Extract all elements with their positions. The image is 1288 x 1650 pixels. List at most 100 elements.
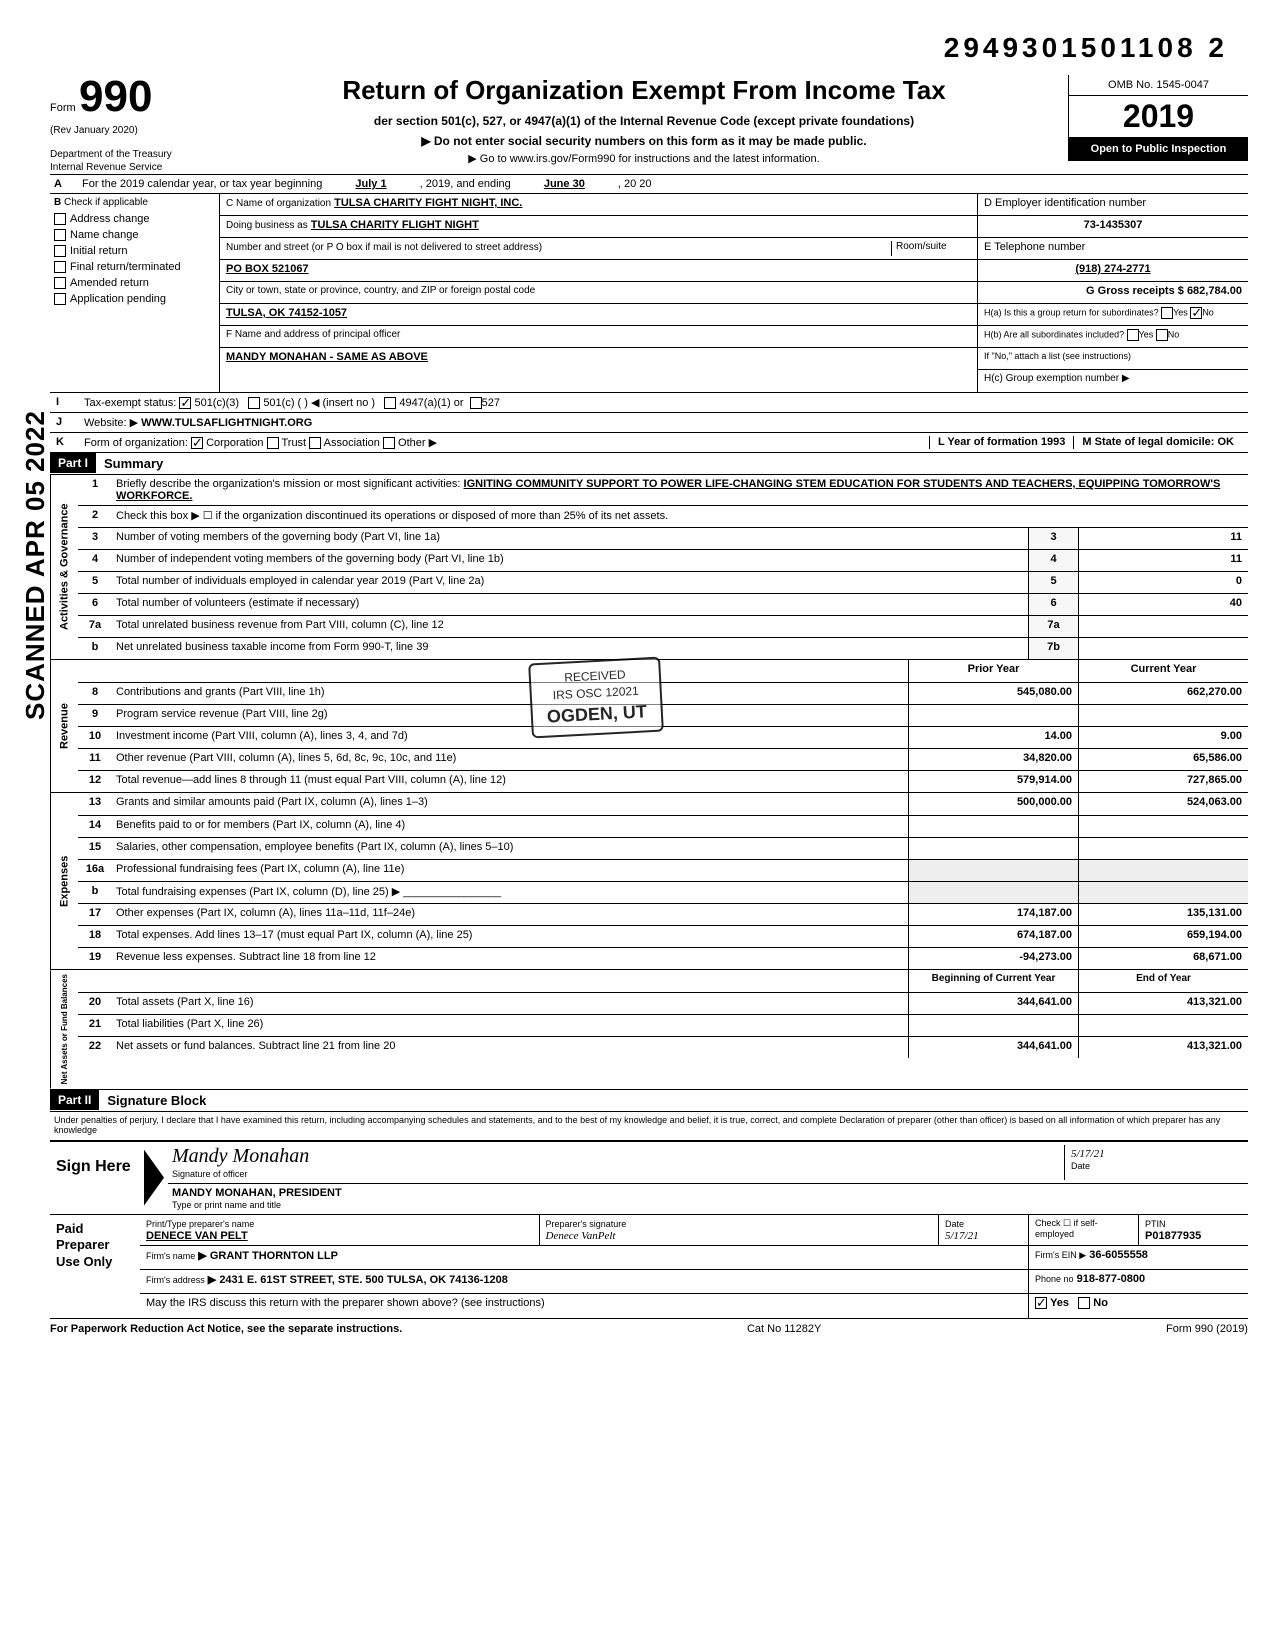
part-i-header: Part I xyxy=(50,453,96,473)
form-label: Form xyxy=(50,102,76,114)
paid-preparer-label: Paid Preparer Use Only xyxy=(50,1215,140,1318)
chk-name-change[interactable] xyxy=(54,229,66,241)
chk-amended[interactable] xyxy=(54,277,66,289)
form-revision: (Rev January 2020) xyxy=(50,125,220,136)
ein-value: 73-1435307 xyxy=(978,216,1248,238)
hc-label: H(c) Group exemption number ▶ xyxy=(984,373,1130,384)
firm-ein: 36-6055558 xyxy=(1089,1249,1148,1261)
hb-no-box[interactable] xyxy=(1156,329,1168,341)
expense-row-b: bTotal fundraising expenses (Part IX, co… xyxy=(78,881,1248,903)
open-public-label: Open to Public Inspection xyxy=(1068,137,1248,161)
ha-no-box[interactable] xyxy=(1190,307,1202,319)
prep-date: 5/17/21 xyxy=(945,1230,979,1242)
lbl-4947: 4947(a)(1) or xyxy=(399,397,463,409)
hb-yes-box[interactable] xyxy=(1127,329,1139,341)
netassets-row-20: 20Total assets (Part X, line 16)344,641.… xyxy=(78,992,1248,1014)
lbl-corp: Corporation xyxy=(206,437,263,449)
ein-label: D Employer identification number xyxy=(984,197,1146,209)
footer-cat: Cat No 11282Y xyxy=(747,1323,821,1335)
chk-initial-return[interactable] xyxy=(54,245,66,257)
addr-label: Number and street (or P O box if mail is… xyxy=(226,242,542,253)
chk-other[interactable] xyxy=(383,437,395,449)
side-governance: Activities & Governance xyxy=(50,475,78,659)
lbl-initial-return: Initial return xyxy=(70,245,127,257)
hb-label: H(b) Are all subordinates included? xyxy=(984,329,1124,339)
form-number: 990 xyxy=(79,72,152,121)
lbl-app-pending: Application pending xyxy=(70,293,166,305)
expense-row-18: 18Total expenses. Add lines 13–17 (must … xyxy=(78,925,1248,947)
line1-label: Briefly describe the organization's miss… xyxy=(116,478,460,490)
sign-here-label: Sign Here xyxy=(50,1142,140,1214)
summary-row-6: 6Total number of volunteers (estimate if… xyxy=(78,593,1248,615)
prep-sig-label: Preparer's signature xyxy=(546,1219,627,1229)
ha-yes-box[interactable] xyxy=(1161,307,1173,319)
chk-trust[interactable] xyxy=(267,437,279,449)
box-b-header: Check if applicable xyxy=(64,197,148,208)
chk-501c[interactable] xyxy=(248,397,260,409)
netassets-row-22: 22Net assets or fund balances. Subtract … xyxy=(78,1036,1248,1058)
discuss-yes-box[interactable] xyxy=(1035,1297,1047,1309)
chk-527[interactable] xyxy=(470,397,482,409)
side-revenue: Revenue xyxy=(50,660,78,792)
omb-number: OMB No. 1545-0047 xyxy=(1068,75,1248,96)
dept-label: Department of the Treasury Internal Reve… xyxy=(50,148,220,174)
street-address: PO BOX 521067 xyxy=(220,260,977,282)
state-label: M State of legal domicile: xyxy=(1082,436,1214,448)
lbl-assoc: Association xyxy=(324,437,380,449)
chk-501c3[interactable] xyxy=(179,397,191,409)
ha-yes-lbl: Yes xyxy=(1173,307,1188,317)
officer-signature: Mandy Monahan xyxy=(172,1145,309,1167)
insert-no: ) ◀ (insert no ) xyxy=(304,397,375,409)
form-org-label: Form of organization: xyxy=(84,437,188,449)
chk-corp[interactable] xyxy=(191,437,203,449)
firm-addr-label: Firm's address xyxy=(146,1275,205,1285)
ha-no-lbl: No xyxy=(1202,307,1214,317)
prep-date-label: Date xyxy=(945,1219,964,1229)
dba-label: Doing business as xyxy=(226,220,308,231)
form-note-1: ▶ Do not enter social security numbers o… xyxy=(220,134,1068,148)
discuss-no-box[interactable] xyxy=(1078,1297,1090,1309)
received-line3: OGDEN, UT xyxy=(546,699,647,729)
lbl-527: 527 xyxy=(482,397,500,409)
chk-address-change[interactable] xyxy=(54,213,66,225)
name-label: C Name of organization xyxy=(226,198,331,209)
chk-final-return[interactable] xyxy=(54,261,66,273)
chk-app-pending[interactable] xyxy=(54,293,66,305)
footer-left: For Paperwork Reduction Act Notice, see … xyxy=(50,1323,402,1335)
phone-label: E Telephone number xyxy=(984,241,1085,253)
chk-4947[interactable] xyxy=(384,397,396,409)
scanned-stamp: SCANNED APR 05 2022 xyxy=(20,410,51,720)
discuss-label: May the IRS discuss this return with the… xyxy=(140,1294,1028,1318)
discuss-yes-lbl: Yes xyxy=(1050,1297,1069,1309)
summary-table: Activities & Governance 1 Briefly descri… xyxy=(50,474,1248,659)
lbl-501c: 501(c) ( xyxy=(263,397,301,409)
ptin-label: PTIN xyxy=(1145,1219,1166,1229)
penalty-text: Under penalties of perjury, I declare th… xyxy=(50,1111,1248,1138)
website-value: WWW.TULSAFLIGHTNIGHT.ORG xyxy=(141,417,312,429)
tax-year: 2019 xyxy=(1068,96,1248,137)
form-note-2: ▶ Go to www.irs.gov/Form990 for instruct… xyxy=(220,152,1068,165)
firm-address: ▶ 2431 E. 61ST STREET, STE. 500 TULSA, O… xyxy=(208,1274,508,1286)
col-current-year: Current Year xyxy=(1078,660,1248,682)
top-barcode-number: 2949301501108 2 xyxy=(944,32,1228,64)
chk-assoc[interactable] xyxy=(309,437,321,449)
sig-date-label: Date xyxy=(1071,1161,1090,1171)
lbl-trust: Trust xyxy=(281,437,306,449)
state-value: OK xyxy=(1218,436,1235,448)
gross-receipts: 682,784.00 xyxy=(1187,285,1242,297)
revenue-row-10: 10Investment income (Part VIII, column (… xyxy=(78,726,1248,748)
lbl-name-change: Name change xyxy=(70,229,139,241)
year-form-label: L Year of formation xyxy=(938,436,1038,448)
revenue-row-11: 11Other revenue (Part VIII, column (A), … xyxy=(78,748,1248,770)
expense-row-13: 13Grants and similar amounts paid (Part … xyxy=(78,793,1248,815)
room-label: Room/suite xyxy=(891,241,971,256)
gross-label: G Gross receipts $ xyxy=(1086,285,1184,297)
lbl-address-change: Address change xyxy=(70,213,150,225)
lbl-501c3: 501(c)(3) xyxy=(194,397,239,409)
expense-row-14: 14Benefits paid to or for members (Part … xyxy=(78,815,1248,837)
city-label: City or town, state or province, country… xyxy=(220,282,977,304)
type-print-label: Type or print name and title xyxy=(172,1200,281,1210)
col-prior-year: Prior Year xyxy=(908,660,1078,682)
col-eoy: End of Year xyxy=(1078,970,1248,992)
prep-name-label: Print/Type preparer's name xyxy=(146,1219,254,1229)
